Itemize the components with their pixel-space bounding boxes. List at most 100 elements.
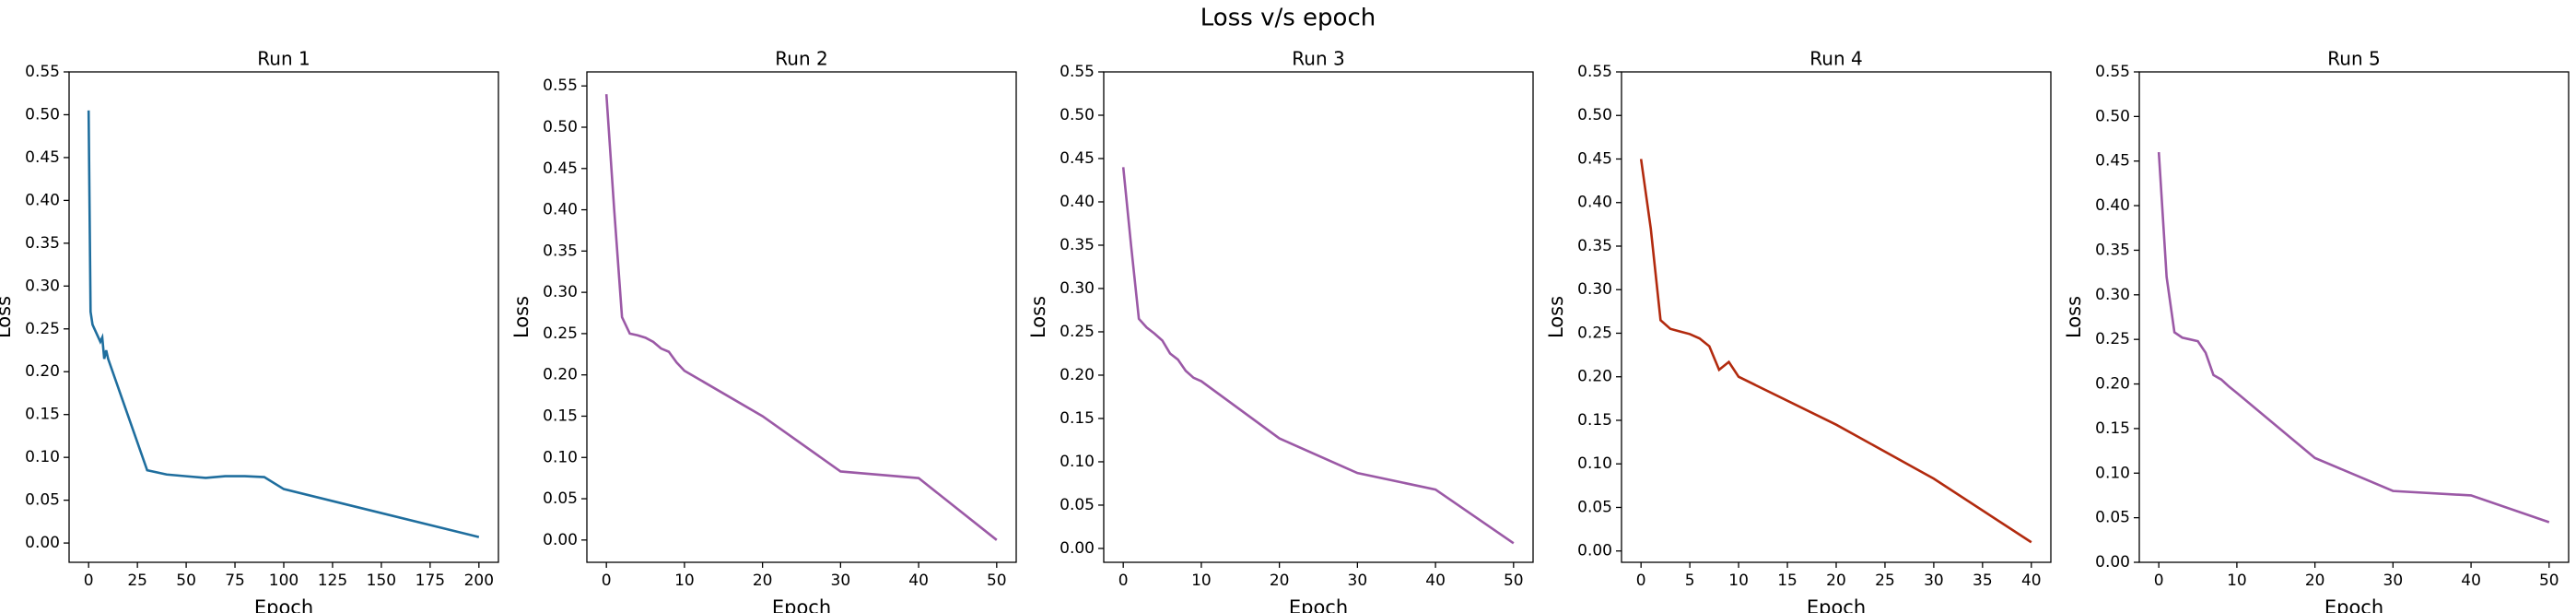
y-tick-label: 0.55 (2095, 63, 2130, 81)
y-tick-label: 0.35 (1060, 236, 1095, 254)
y-tick-label: 0.10 (25, 448, 60, 466)
axes-frame (2138, 71, 2570, 563)
y-tick-label: 0.45 (543, 159, 578, 178)
y-tick-label: 0.10 (543, 448, 578, 466)
y-tick-label: 0.35 (25, 234, 60, 253)
x-tick-label: 150 (367, 572, 396, 590)
y-tick-label: 0.15 (25, 406, 60, 424)
y-tick-label: 0.05 (2095, 509, 2130, 527)
y-tick-label: 0.30 (2095, 286, 2130, 304)
y-tick-label: 0.25 (1060, 323, 1095, 341)
y-tick-label: 0.55 (543, 77, 578, 95)
y-tick-label: 0.35 (1577, 237, 1612, 255)
y-tick-label: 0.30 (1060, 279, 1095, 298)
x-tick-label: 0 (84, 572, 94, 590)
loss-line (1121, 167, 1515, 545)
y-tick-label: 0.00 (25, 534, 60, 552)
loss-line (2157, 151, 2550, 524)
axes-frame (68, 71, 499, 563)
x-tick-label: 0 (1636, 572, 1646, 590)
y-tick-label: 0.00 (543, 531, 578, 549)
y-tick-label: 0.25 (25, 320, 60, 338)
x-tick-label: 125 (318, 572, 347, 590)
y-tick-label: 0.40 (2095, 196, 2130, 215)
subplot-title: Run 5 (2327, 48, 2380, 70)
subplot-title: Run 3 (1292, 48, 1344, 70)
x-tick-label: 25 (1875, 572, 1895, 590)
y-axis-label: Loss (1545, 296, 1567, 338)
x-tick-label: 40 (2021, 572, 2042, 590)
subplot-title: Run 1 (257, 48, 310, 70)
x-axis-label: Epoch (1807, 596, 1866, 613)
figure-title: Loss v/s epoch (1200, 5, 1376, 32)
x-tick-label: 20 (1826, 572, 1846, 590)
x-tick-label: 35 (1973, 572, 1993, 590)
x-tick-label: 30 (2383, 572, 2404, 590)
y-tick-label: 0.45 (1577, 149, 1612, 168)
loss-line (1639, 159, 2032, 544)
y-tick-label: 0.50 (2095, 107, 2130, 125)
x-axis-label: Epoch (2324, 596, 2383, 613)
y-tick-label: 0.25 (1577, 324, 1612, 342)
y-tick-label: 0.55 (1060, 63, 1095, 81)
axes-frame (1621, 71, 2052, 563)
y-tick-label: 0.15 (1577, 411, 1612, 430)
x-tick-label: 30 (1348, 572, 1368, 590)
y-tick-label: 0.20 (2095, 375, 2130, 394)
y-tick-label: 0.30 (1577, 280, 1612, 299)
x-axis-label: Epoch (1289, 596, 1348, 613)
y-tick-label: 0.05 (543, 489, 578, 508)
x-tick-label: 20 (2305, 572, 2325, 590)
x-tick-label: 5 (1685, 572, 1695, 590)
x-tick-label: 40 (908, 572, 929, 590)
y-tick-label: 0.30 (543, 283, 578, 301)
axes-frame (1103, 71, 1534, 563)
x-tick-label: 30 (831, 572, 851, 590)
y-tick-label: 0.10 (2095, 464, 2130, 482)
x-tick-label: 100 (269, 572, 299, 590)
y-axis-label: Loss (1027, 296, 1049, 338)
y-tick-label: 0.25 (2095, 330, 2130, 348)
y-tick-label: 0.50 (1577, 106, 1612, 124)
x-tick-label: 50 (176, 572, 196, 590)
y-tick-label: 0.20 (543, 366, 578, 384)
x-tick-label: 20 (1270, 572, 1290, 590)
y-tick-label: 0.05 (1060, 496, 1095, 514)
x-tick-label: 40 (2461, 572, 2481, 590)
x-axis-label: Epoch (254, 596, 313, 613)
x-tick-label: 10 (674, 572, 695, 590)
y-axis-label: Loss (510, 296, 533, 338)
y-tick-label: 0.20 (25, 362, 60, 381)
y-axis-label: Loss (0, 296, 15, 338)
y-tick-label: 0.40 (1577, 194, 1612, 212)
y-axis-label: Loss (2063, 296, 2085, 338)
axes-frame (586, 71, 1017, 563)
x-tick-label: 0 (2154, 572, 2164, 590)
y-tick-label: 0.10 (1577, 454, 1612, 473)
y-tick-label: 0.40 (1060, 193, 1095, 211)
y-tick-label: 0.45 (1060, 149, 1095, 168)
y-tick-label: 0.30 (25, 277, 60, 295)
x-tick-label: 40 (1425, 572, 1446, 590)
y-tick-label: 0.45 (2095, 152, 2130, 171)
y-tick-label: 0.40 (25, 191, 60, 209)
y-tick-label: 0.45 (25, 148, 60, 167)
subplot-title: Run 2 (775, 48, 827, 70)
x-tick-label: 10 (2227, 572, 2247, 590)
x-tick-label: 200 (464, 572, 494, 590)
x-tick-label: 75 (225, 572, 245, 590)
x-tick-label: 15 (1777, 572, 1797, 590)
y-tick-label: 0.10 (1060, 453, 1095, 471)
y-tick-label: 0.00 (2095, 553, 2130, 572)
y-tick-label: 0.20 (1577, 368, 1612, 386)
y-tick-label: 0.50 (543, 118, 578, 136)
x-tick-label: 10 (1728, 572, 1749, 590)
y-tick-label: 0.35 (2095, 241, 2130, 259)
x-tick-label: 10 (1191, 572, 1212, 590)
x-tick-label: 50 (1504, 572, 1524, 590)
x-tick-label: 0 (1118, 572, 1129, 590)
loss-line (87, 110, 480, 538)
y-tick-label: 0.55 (1577, 63, 1612, 81)
x-tick-label: 20 (753, 572, 773, 590)
